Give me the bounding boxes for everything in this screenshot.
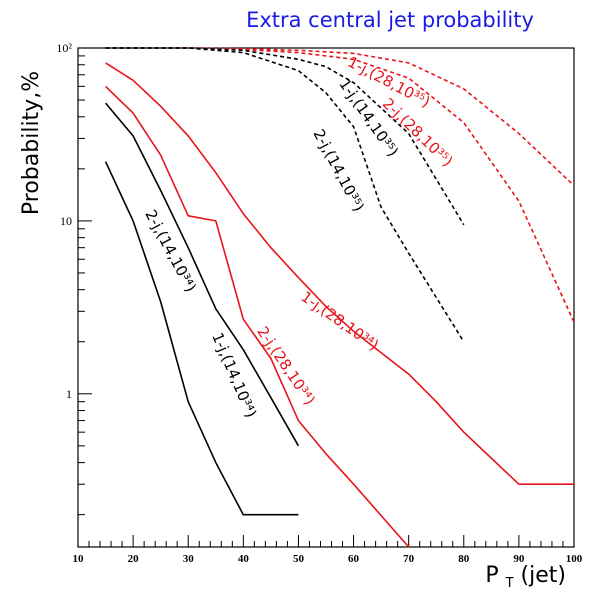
x-tick-label: 20 <box>128 553 140 565</box>
x-tick-label: 70 <box>403 553 415 565</box>
y-tick-label: 10² <box>56 41 72 55</box>
series-label: 2-j,(14,10³⁴) <box>141 207 199 295</box>
chart-title: Extra central jet probability <box>246 8 534 32</box>
series-line <box>105 47 575 323</box>
plot-frame <box>77 47 575 548</box>
x-tick-label: 100 <box>566 553 583 565</box>
x-axis-label-subscript: T <box>505 576 514 590</box>
x-tick-label: 30 <box>183 553 195 565</box>
x-tick-label: 10 <box>73 553 85 565</box>
x-tick-label: 80 <box>458 553 470 565</box>
series-label: 1-j,(28,10³⁴) <box>298 288 383 355</box>
x-tick-label: 40 <box>238 553 250 565</box>
series-label: 2-j,(14,10³⁵) <box>309 126 367 214</box>
series-line <box>105 62 574 486</box>
y-axis-label: Probability,% <box>19 71 44 215</box>
series-line <box>105 85 410 548</box>
y-tick-label: 10 <box>60 214 72 228</box>
x-tick-label: 90 <box>513 553 525 565</box>
x-axis-label-text: P <box>485 563 498 588</box>
x-tick-label: 60 <box>348 553 360 565</box>
x-axis-label: P T (jet) <box>485 563 566 590</box>
series-layer <box>104 47 575 548</box>
curve-labels: 1-j,(28,10³⁵)2-j,(28,10³⁵)1-j,(14,10³⁵)2… <box>141 53 456 421</box>
series-line <box>104 102 300 447</box>
series-label: 2-j,(28,10³⁴) <box>253 323 319 408</box>
x-axis-label-tail: (jet) <box>514 563 566 588</box>
x-tick-label: 50 <box>293 553 305 565</box>
y-tick-label: 1 <box>66 387 72 401</box>
series-label: 1-j,(14,10³⁴) <box>208 330 260 420</box>
series-line <box>104 161 299 516</box>
series-line <box>105 47 465 343</box>
series-line <box>105 47 575 187</box>
